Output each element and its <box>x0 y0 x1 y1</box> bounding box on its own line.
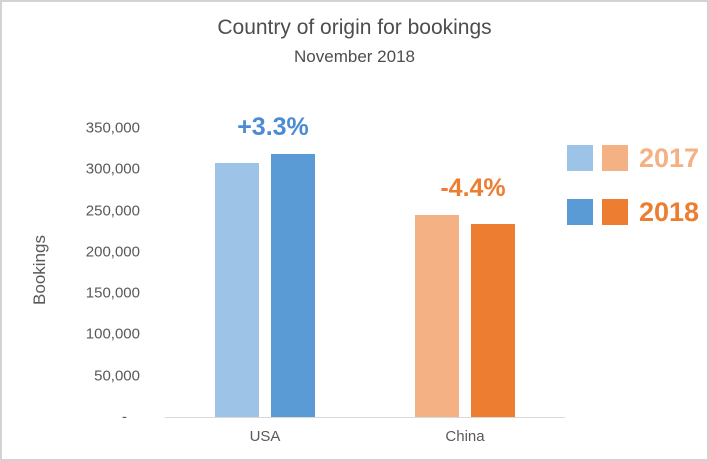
y-tick-label: 100,000 <box>85 325 140 343</box>
y-tick-label: 150,000 <box>85 284 140 302</box>
legend: 2017 2018 <box>567 145 699 253</box>
change-annotation-usa: +3.3% <box>237 113 309 142</box>
bar-china-2017 <box>415 214 459 417</box>
y-tick-label: 250,000 <box>85 202 140 220</box>
bar-group-china: -4.4% <box>365 128 565 417</box>
legend-swatch <box>567 145 593 171</box>
category-label-china: China <box>445 428 485 445</box>
bar-china-2018 <box>471 223 515 417</box>
legend-label: 2018 <box>639 197 700 227</box>
legend-row-2017: 2017 <box>567 143 700 173</box>
bar-group-usa: +3.3% <box>165 115 365 417</box>
change-annotation-china: -4.4% <box>440 173 506 202</box>
legend-label: 2017 <box>639 143 700 173</box>
x-axis-labels: USA China <box>165 428 565 445</box>
y-tick-label: 350,000 <box>85 119 140 137</box>
y-tick-label: 50,000 <box>94 367 140 385</box>
category-label-usa: USA <box>249 428 281 445</box>
y-tick-label: - <box>122 408 127 426</box>
plot-area: +3.3% -4.4% <box>165 115 565 417</box>
legend-swatch <box>602 145 628 171</box>
x-axis-line <box>165 417 565 418</box>
bar-usa-2018 <box>271 154 315 417</box>
y-tick-label: 300,000 <box>85 160 140 178</box>
y-tick-label: 200,000 <box>85 243 140 261</box>
y-axis-ticks: 350,000 300,000 250,000 200,000 150,000 100,0… <box>2 120 140 426</box>
legend-swatch <box>567 199 593 225</box>
bar-usa-2017 <box>215 162 259 417</box>
legend-swatch <box>602 199 628 225</box>
chart-title: Country of origin for bookings <box>217 16 492 39</box>
chart-subtitle: November 2018 <box>294 47 415 66</box>
legend-row-2018: 2018 <box>567 197 700 227</box>
